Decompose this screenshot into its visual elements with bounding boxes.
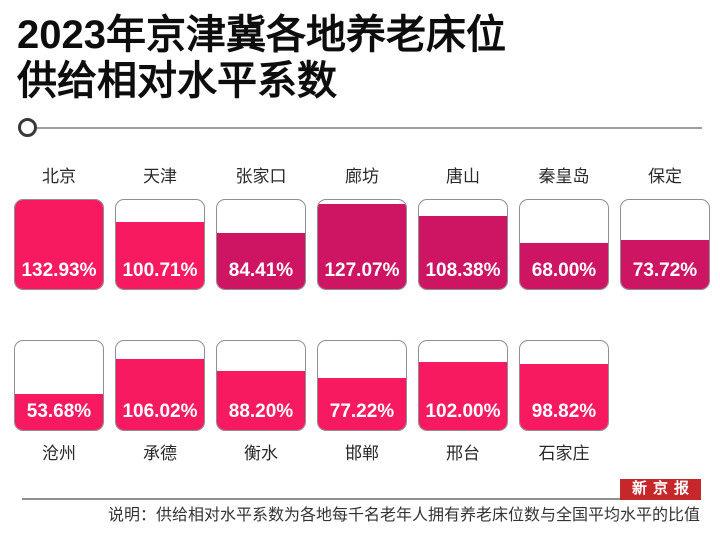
meter-value: 102.00%: [425, 401, 501, 422]
meter-box: 106.02%: [115, 340, 205, 431]
page-title-line1: 2023年京津冀各地养老床位: [17, 13, 506, 57]
meter-fill: [116, 359, 204, 430]
row2-city-labels: 沧州 承德 衡水 邯郸 邢台 石家庄: [14, 443, 710, 465]
meter-fill: [217, 370, 305, 430]
city-label: 沧州: [42, 444, 76, 463]
meter-fill: [520, 243, 608, 289]
meter-fill: [419, 216, 507, 289]
meter-box: 68.00%: [519, 199, 609, 290]
meter-box: 73.72%: [620, 199, 710, 290]
city-label: 承德: [143, 444, 177, 463]
city-label: 廊坊: [345, 167, 379, 186]
meter-fill: [621, 239, 709, 289]
row1-meters: 132.93% 100.71% 84.41% 127.07% 108.38% 68.00%…: [14, 199, 710, 290]
city-label: 邢台: [446, 444, 480, 463]
meter-box: 53.68%: [14, 340, 104, 431]
city-label: 衡水: [244, 444, 278, 463]
meter-value: 84.41%: [228, 260, 294, 281]
meter-value: 108.38%: [425, 260, 501, 281]
meter-value: 77.22%: [329, 401, 395, 422]
city-label: 张家口: [235, 167, 287, 186]
footer-rule: 新京报: [22, 477, 701, 500]
meter-fill: [318, 378, 406, 430]
title-divider: [18, 118, 702, 137]
meter-value: 127.07%: [324, 260, 400, 281]
meter-box: 100.71%: [115, 199, 205, 290]
city-label: 保定: [648, 167, 682, 186]
meter-box: 98.82%: [519, 340, 609, 431]
meter-box: 108.38%: [418, 199, 508, 290]
meter-box: 88.20%: [216, 340, 306, 431]
city-label: 唐山: [446, 167, 480, 186]
meter-value: 53.68%: [26, 401, 92, 422]
meter-fill: [116, 221, 204, 289]
page-title: 2023年京津冀各地养老床位 供给相对水平系数: [17, 12, 506, 104]
meter-box: 84.41%: [216, 199, 306, 290]
footer-note: 说明：供给相对水平系数为各地每千名老年人拥有养老床位数与全国平均水平的比值: [107, 507, 700, 524]
meter-value: 106.02%: [122, 401, 198, 422]
meter-value: 98.82%: [531, 401, 597, 422]
meter-value: 132.93%: [21, 260, 97, 281]
meter-fill: [15, 394, 103, 430]
meter-value: 73.72%: [632, 260, 698, 281]
meter-fill: [217, 232, 305, 289]
city-label: 邯郸: [345, 444, 379, 463]
meter-value: 100.71%: [122, 260, 198, 281]
meter-box: 77.22%: [317, 340, 407, 431]
row1-city-labels: 北京 天津 张家口 廊坊 唐山 秦皇岛 保定: [14, 166, 710, 188]
meter-fill: [318, 203, 406, 289]
meter-fill: [15, 200, 103, 289]
city-label: 秦皇岛: [538, 167, 590, 186]
meter-fill: [520, 363, 608, 430]
meter-box: 132.93%: [14, 199, 104, 290]
city-label: 石家庄: [538, 444, 590, 463]
city-label: 天津: [143, 167, 177, 186]
page-title-line2: 供给相对水平系数: [17, 59, 337, 103]
press-logo: 新京报: [619, 479, 701, 500]
city-label: 北京: [42, 167, 76, 186]
meter-value: 68.00%: [531, 260, 597, 281]
meter-value: 88.20%: [228, 401, 294, 422]
meter-box: 102.00%: [418, 340, 508, 431]
meter-box: 127.07%: [317, 199, 407, 290]
divider-dot-icon: [18, 118, 37, 137]
divider-rule: [37, 126, 702, 129]
meter-fill: [419, 361, 507, 430]
row2-meters: 53.68% 106.02% 88.20% 77.22% 102.00% 98.82%: [14, 340, 710, 431]
